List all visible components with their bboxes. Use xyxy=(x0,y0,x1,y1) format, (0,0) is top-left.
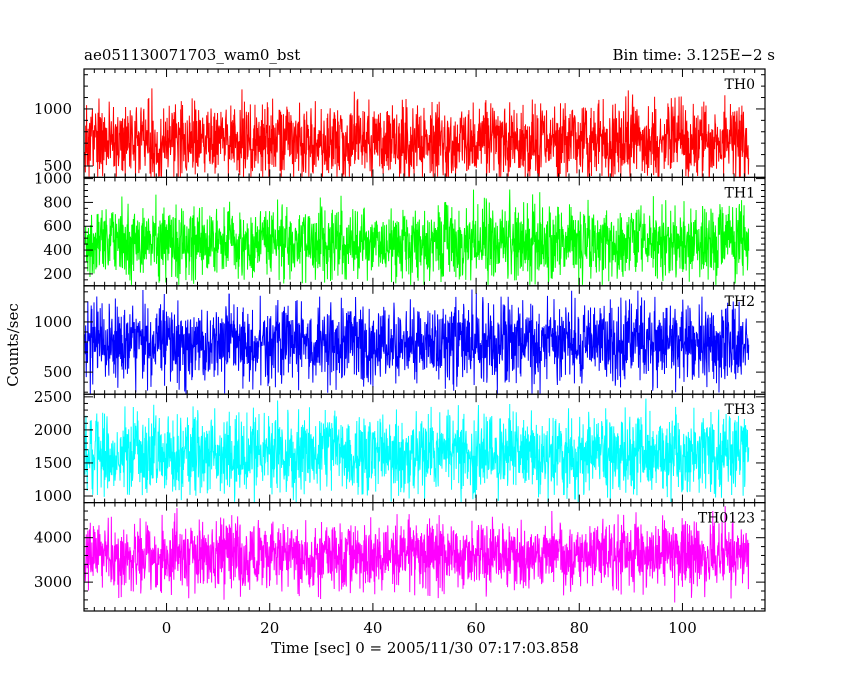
y-axis-label: Counts/sec xyxy=(4,303,22,387)
y-tick-label: 3000 xyxy=(34,573,72,591)
x-axis-label: Time [sec] 0 = 2005/11/30 07:17:03.858 xyxy=(271,639,579,657)
header-left-title: ae051130071703_wam0_bst xyxy=(84,46,300,64)
y-tick-label: 1000 xyxy=(34,170,72,188)
y-tick-label: 200 xyxy=(43,265,72,283)
panel-label: TH0123 xyxy=(698,511,755,527)
x-tick-label: 20 xyxy=(260,619,279,637)
x-tick-label: 0 xyxy=(162,619,172,637)
y-tick-label: 1000 xyxy=(34,100,72,118)
series-line-th0 xyxy=(84,88,750,178)
series-line-th0123 xyxy=(84,506,750,603)
y-tick-label: 500 xyxy=(43,157,72,175)
panel-label: TH3 xyxy=(725,402,755,418)
panel-th1: 200 400 600 800 1000 TH1 xyxy=(34,170,766,287)
panel-th0123: 3000 4000 TH0123 xyxy=(34,502,766,612)
y-tick-label: 2000 xyxy=(34,421,72,439)
header-right-title: Bin time: 3.125E−2 s xyxy=(613,46,775,64)
series-line-th2 xyxy=(84,289,750,394)
y-tick-label: 4000 xyxy=(34,529,72,547)
panel-label: TH2 xyxy=(725,294,755,310)
panel-th3: 1000 1500 2000 2500 TH3 xyxy=(34,388,766,505)
panel-label: TH1 xyxy=(725,185,755,201)
x-tick-label: 40 xyxy=(363,619,382,637)
y-tick-label: 400 xyxy=(43,241,72,259)
y-tick-label: 1000 xyxy=(34,313,72,331)
y-tick-label: 1000 xyxy=(34,487,72,505)
panel-stack: 5001000TH02004006008001000TH15001000TH21… xyxy=(34,68,766,637)
y-tick-label: 600 xyxy=(43,217,72,235)
x-tick-label: 60 xyxy=(467,619,486,637)
y-tick-label: 2500 xyxy=(34,388,72,406)
series-line-th3 xyxy=(84,398,750,502)
x-tick-label: 80 xyxy=(570,619,589,637)
panel-th0: 500 1000 TH0 xyxy=(34,68,766,179)
panel-th2: 500 1000 TH2 xyxy=(34,285,766,395)
panel-label: TH0 xyxy=(725,77,755,93)
y-tick-label: 500 xyxy=(43,363,72,381)
y-tick-label: 1500 xyxy=(34,454,72,472)
y-tick-label: 800 xyxy=(43,193,72,211)
series-line-th1 xyxy=(84,189,750,285)
x-tick-label: 100 xyxy=(668,619,697,637)
